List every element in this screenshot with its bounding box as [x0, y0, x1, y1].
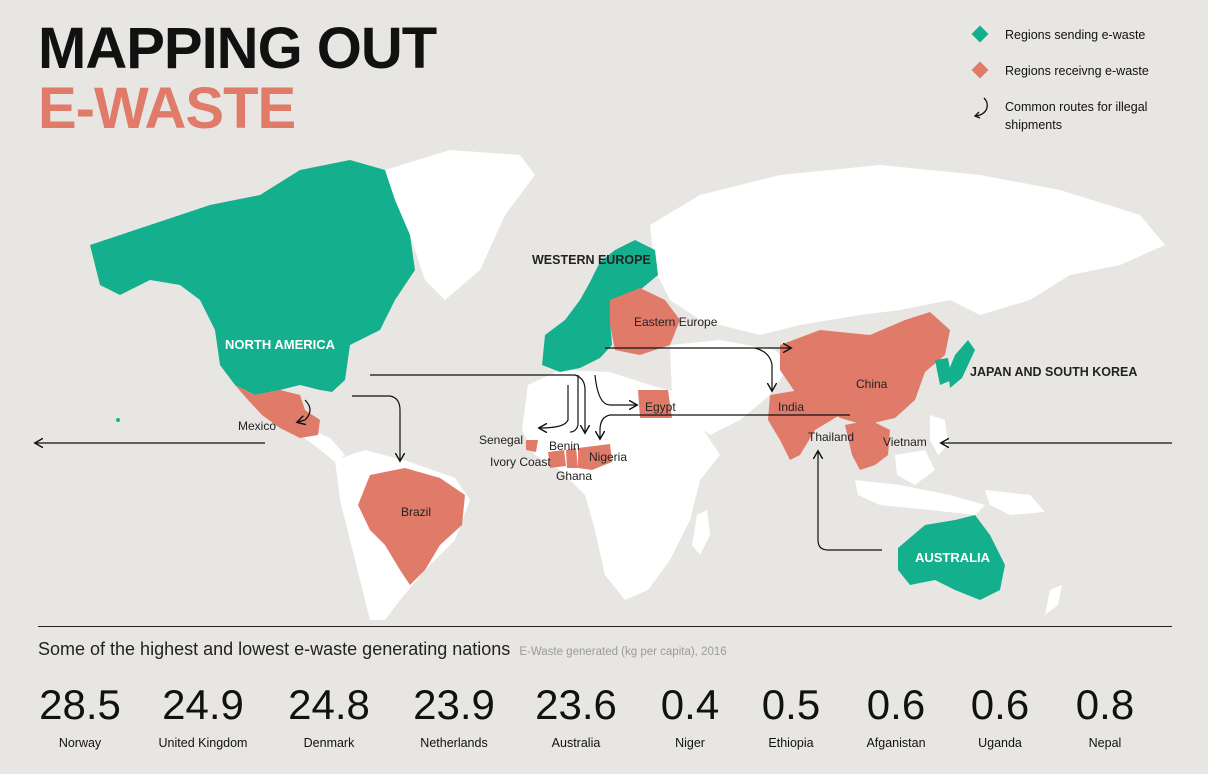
- greenland-shape: [385, 150, 535, 300]
- stat-country: Uganda: [978, 736, 1022, 750]
- new-guinea-shape: [985, 490, 1045, 515]
- indonesia-shape: [855, 480, 985, 515]
- route-aus-to-thailand: [818, 452, 882, 551]
- stat-value: 0.6: [866, 681, 926, 728]
- route-asia-to-africa: [600, 414, 850, 438]
- borneo-shape: [895, 450, 935, 485]
- stat-item: 28.5 Norway: [20, 681, 140, 751]
- stat-item: 24.8 Denmark: [269, 681, 389, 751]
- benin-nigeria-shape: [578, 444, 612, 470]
- label-japan-korea: JAPAN AND SOUTH KOREA: [970, 365, 1138, 379]
- japan-korea-shape: [935, 340, 975, 388]
- china-shape: [780, 312, 950, 425]
- ghana-shape: [566, 448, 578, 468]
- stat-country: Afganistan: [866, 736, 926, 750]
- stat-item: 0.6 Afganistan: [836, 681, 956, 751]
- stat-country: Nepal: [1088, 736, 1122, 750]
- stat-country: Norway: [58, 736, 102, 750]
- australia-shape: [898, 515, 1005, 600]
- legend-receiving-label: Regions receivng e-waste: [1005, 64, 1149, 78]
- india-shape: [768, 390, 840, 460]
- russia-shape: [650, 165, 1165, 335]
- label-india: India: [778, 400, 805, 414]
- stat-value: 24.8: [288, 681, 370, 728]
- stats-title: Some of the highest and lowest e-waste g…: [38, 639, 511, 659]
- stat-item: 0.8 Nepal: [1045, 681, 1165, 751]
- stat-value: 28.5: [39, 681, 121, 728]
- madagascar-shape: [692, 510, 710, 555]
- label-benin: Benin: [549, 439, 580, 453]
- stat-item: 0.4 Niger: [630, 681, 750, 751]
- label-ghana: Ghana: [556, 469, 593, 483]
- stat-value: 24.9: [162, 681, 244, 728]
- middle-east-shape: [670, 340, 790, 435]
- route-arrow-icon: [973, 97, 988, 119]
- legend-sending-label: Regions sending e-waste: [1005, 28, 1146, 42]
- label-eastern-europe: Eastern Europe: [634, 315, 718, 329]
- stat-country: Ethiopia: [768, 736, 814, 750]
- label-vietnam: Vietnam: [883, 435, 927, 449]
- stat-country: Australia: [551, 736, 601, 750]
- route-na-to-benin: [569, 375, 579, 433]
- north-america-shape: [90, 160, 415, 395]
- label-western-europe: WESTERN EUROPE: [532, 253, 651, 267]
- stats-heading: Some of the highest and lowest e-waste g…: [38, 639, 727, 660]
- route-eu-to-egypt: [594, 374, 636, 405]
- label-thailand: Thailand: [808, 430, 855, 444]
- thailand-vietnam-shape: [845, 420, 890, 470]
- label-senegal: Senegal: [479, 433, 524, 447]
- stat-item: 0.5 Ethiopia: [731, 681, 851, 751]
- stat-country: Denmark: [303, 736, 355, 750]
- label-brazil: Brazil: [401, 505, 432, 519]
- label-nigeria: Nigeria: [589, 450, 628, 464]
- stats-divider: [38, 626, 1172, 627]
- philippines-shape: [930, 415, 948, 455]
- stat-country: United Kingdom: [158, 736, 248, 750]
- legend-routes-label: Common routes for illegal shipments: [1005, 100, 1148, 132]
- title-line-1: MAPPING OUT: [38, 16, 437, 81]
- western-europe-shape: [542, 240, 658, 372]
- title-line-2: E-WASTE: [38, 76, 296, 141]
- brazil-shape: [358, 468, 465, 585]
- world-map: [0, 150, 1172, 620]
- stats-subtitle: E-Waste generated (kg per capita), 2016: [519, 646, 727, 658]
- stat-item: 23.6 Australia: [516, 681, 636, 751]
- route-na-to-africa: [370, 374, 585, 432]
- stat-country: Niger: [675, 736, 705, 750]
- stat-value: 23.6: [535, 681, 617, 728]
- label-north-america: NORTH AMERICA: [225, 337, 336, 352]
- stat-value: 0.8: [1075, 681, 1135, 728]
- label-mexico: Mexico: [238, 419, 277, 433]
- label-china: China: [856, 377, 888, 391]
- africa-shape: [522, 370, 720, 600]
- senegal-shape: [526, 440, 538, 452]
- routes: [36, 347, 1172, 551]
- route-na-to-mexico: [298, 399, 311, 422]
- route-na-to-brazil: [352, 395, 400, 460]
- stat-value: 0.6: [970, 681, 1030, 728]
- route-eu-to-india: [754, 347, 772, 390]
- egypt-shape: [638, 390, 672, 418]
- stat-item: 23.9 Netherlands: [394, 681, 514, 751]
- new-zealand-shape: [1045, 585, 1062, 615]
- stat-value: 0.4: [660, 681, 720, 728]
- hawaii-dot: [116, 418, 120, 422]
- stat-item: 0.6 Uganda: [940, 681, 1060, 751]
- stat-country: Netherlands: [420, 736, 488, 750]
- label-ivory-coast: Ivory Coast: [490, 455, 551, 469]
- stat-value: 0.5: [761, 681, 821, 728]
- eastern-europe-shape: [610, 288, 680, 355]
- label-australia: AUSTRALIA: [914, 550, 991, 565]
- stat-item: 24.9 United Kingdom: [143, 681, 263, 751]
- ivory-coast-shape: [548, 450, 566, 468]
- route-na-to-senegal: [540, 385, 569, 428]
- label-egypt: Egypt: [645, 400, 676, 414]
- stat-value: 23.9: [413, 681, 495, 728]
